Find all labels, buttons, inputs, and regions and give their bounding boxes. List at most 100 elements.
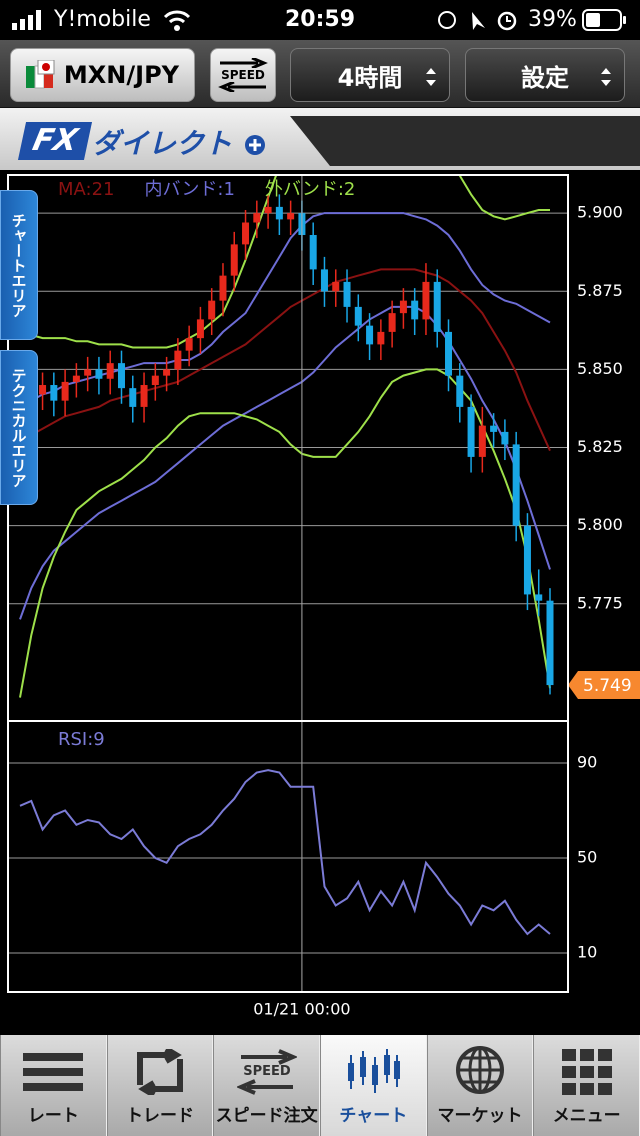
- candle-body: [61, 381, 69, 401]
- y-tick-label: 5.900: [577, 203, 623, 222]
- candle-body: [320, 269, 328, 292]
- clock: 20:59: [285, 7, 356, 32]
- select-arrows: [601, 68, 611, 86]
- timeframe-label: 4時間: [337, 63, 403, 92]
- candle-body: [230, 244, 238, 276]
- rate-icon: [23, 1053, 84, 1091]
- y-tick-label: 50: [577, 848, 597, 867]
- brand-panel: [290, 116, 640, 166]
- carrier: Y!mobile: [54, 7, 151, 32]
- candle-body: [117, 363, 125, 389]
- tab[interactable]: チャート: [320, 1035, 427, 1136]
- candle-body: [242, 222, 250, 245]
- brand-name: ダイレクト: [92, 127, 233, 160]
- candle-body: [433, 281, 441, 332]
- candle-body: [39, 385, 47, 395]
- indicator-line: [19, 268, 551, 452]
- speed-label: SPEED: [221, 68, 265, 82]
- trade-icon: [137, 1049, 183, 1095]
- wifi-icon: [163, 10, 191, 31]
- indicator-line: [19, 175, 550, 349]
- candle-body: [512, 444, 520, 526]
- candle-body: [72, 375, 80, 382]
- brand-bar: FX ダイレクト: [0, 108, 640, 170]
- candle-body: [445, 331, 453, 376]
- candle-body: [275, 206, 283, 220]
- candle-body: [163, 369, 171, 376]
- candle-body: [501, 431, 509, 445]
- legend-entry: RSI:9: [58, 729, 105, 750]
- plus-icon: [245, 135, 265, 155]
- tab[interactable]: メニュー: [533, 1035, 640, 1136]
- candle-body: [84, 369, 92, 376]
- battery-icon: [582, 9, 626, 31]
- last-price-tag: [568, 671, 640, 700]
- panel-border: [7, 720, 569, 993]
- candle-body: [264, 206, 272, 214]
- tab[interactable]: レート: [0, 1035, 107, 1136]
- settings-label: 設定: [521, 63, 569, 92]
- timeframe-select[interactable]: 4時間: [290, 48, 450, 102]
- y-tick-label: 5.775: [577, 593, 623, 612]
- tab[interactable]: SPEED スピード注文: [213, 1035, 321, 1136]
- signal-icon: [12, 10, 41, 30]
- rsi-line: [19, 769, 551, 936]
- candle-body: [174, 350, 182, 370]
- status-icons: [438, 11, 517, 31]
- candle-body: [140, 385, 148, 407]
- status-bar: Y!mobile 20:59 39%: [0, 0, 640, 40]
- candle-body: [546, 600, 554, 686]
- candle-body: [366, 325, 374, 345]
- y-tick-label: 5.800: [577, 515, 623, 534]
- arrow-right: [220, 58, 268, 68]
- candle-body: [332, 281, 340, 292]
- candle-body: [523, 525, 531, 595]
- side-tab[interactable]: テクニカルエリア: [0, 350, 38, 505]
- legend-entry: MA:21: [58, 179, 115, 200]
- toolbar: MXN/JPY SPEED 4時間 設定: [0, 40, 640, 108]
- candle-body: [129, 388, 137, 407]
- tab-label: レート: [27, 1106, 79, 1126]
- y-tick-label: 5.875: [577, 281, 623, 300]
- candle-body: [309, 235, 317, 270]
- tab-label: マーケット: [437, 1106, 523, 1126]
- y-tick-label: 5.825: [577, 437, 623, 456]
- candle-body: [106, 363, 114, 379]
- candle-body: [287, 213, 295, 220]
- y-tick-label: 90: [577, 753, 597, 772]
- candle-body: [219, 275, 227, 301]
- menu-icon: [561, 1049, 612, 1095]
- tab-label: メニュー: [552, 1106, 621, 1126]
- candle-body: [208, 300, 216, 320]
- pair-button[interactable]: MXN/JPY: [10, 48, 195, 102]
- legend-entry: 外バンド:2: [265, 179, 355, 200]
- speed-button[interactable]: SPEED: [210, 48, 276, 102]
- tab-label: スピード注文: [215, 1106, 318, 1126]
- candle-body: [50, 385, 58, 401]
- side-tab[interactable]: チャートエリア: [0, 190, 38, 340]
- tab-label: チャート: [339, 1106, 408, 1126]
- chart: 5.900 5.875 5.850 5.825 5.800 5.775 MA:21 内バンド:…: [7, 174, 640, 1019]
- candle-body: [354, 306, 362, 326]
- candle-body: [490, 425, 498, 432]
- market-icon: [456, 1046, 505, 1094]
- arrow-left: [218, 82, 266, 92]
- tab[interactable]: マーケット: [426, 1035, 534, 1136]
- speed-icon: SPEED: [236, 1049, 297, 1095]
- brand-logo: FX: [17, 122, 93, 160]
- select-arrows: [426, 68, 436, 86]
- settings-select[interactable]: 設定: [465, 48, 625, 102]
- candle-body: [399, 300, 407, 314]
- legend-entry: 内バンド:1: [145, 179, 235, 200]
- candle-body: [95, 369, 103, 379]
- svg-text:SPEED: SPEED: [243, 1064, 291, 1079]
- y-tick-label: 5.850: [577, 359, 623, 378]
- tab[interactable]: トレード: [106, 1035, 214, 1136]
- candle-body: [151, 375, 159, 386]
- y-tick-label: 10: [577, 943, 597, 962]
- chart-icon: [348, 1049, 401, 1093]
- candle-body: [411, 300, 419, 320]
- tab-label: トレード: [126, 1106, 194, 1126]
- last-price-label: 5.749: [583, 676, 632, 696]
- indicator-line: [19, 305, 551, 620]
